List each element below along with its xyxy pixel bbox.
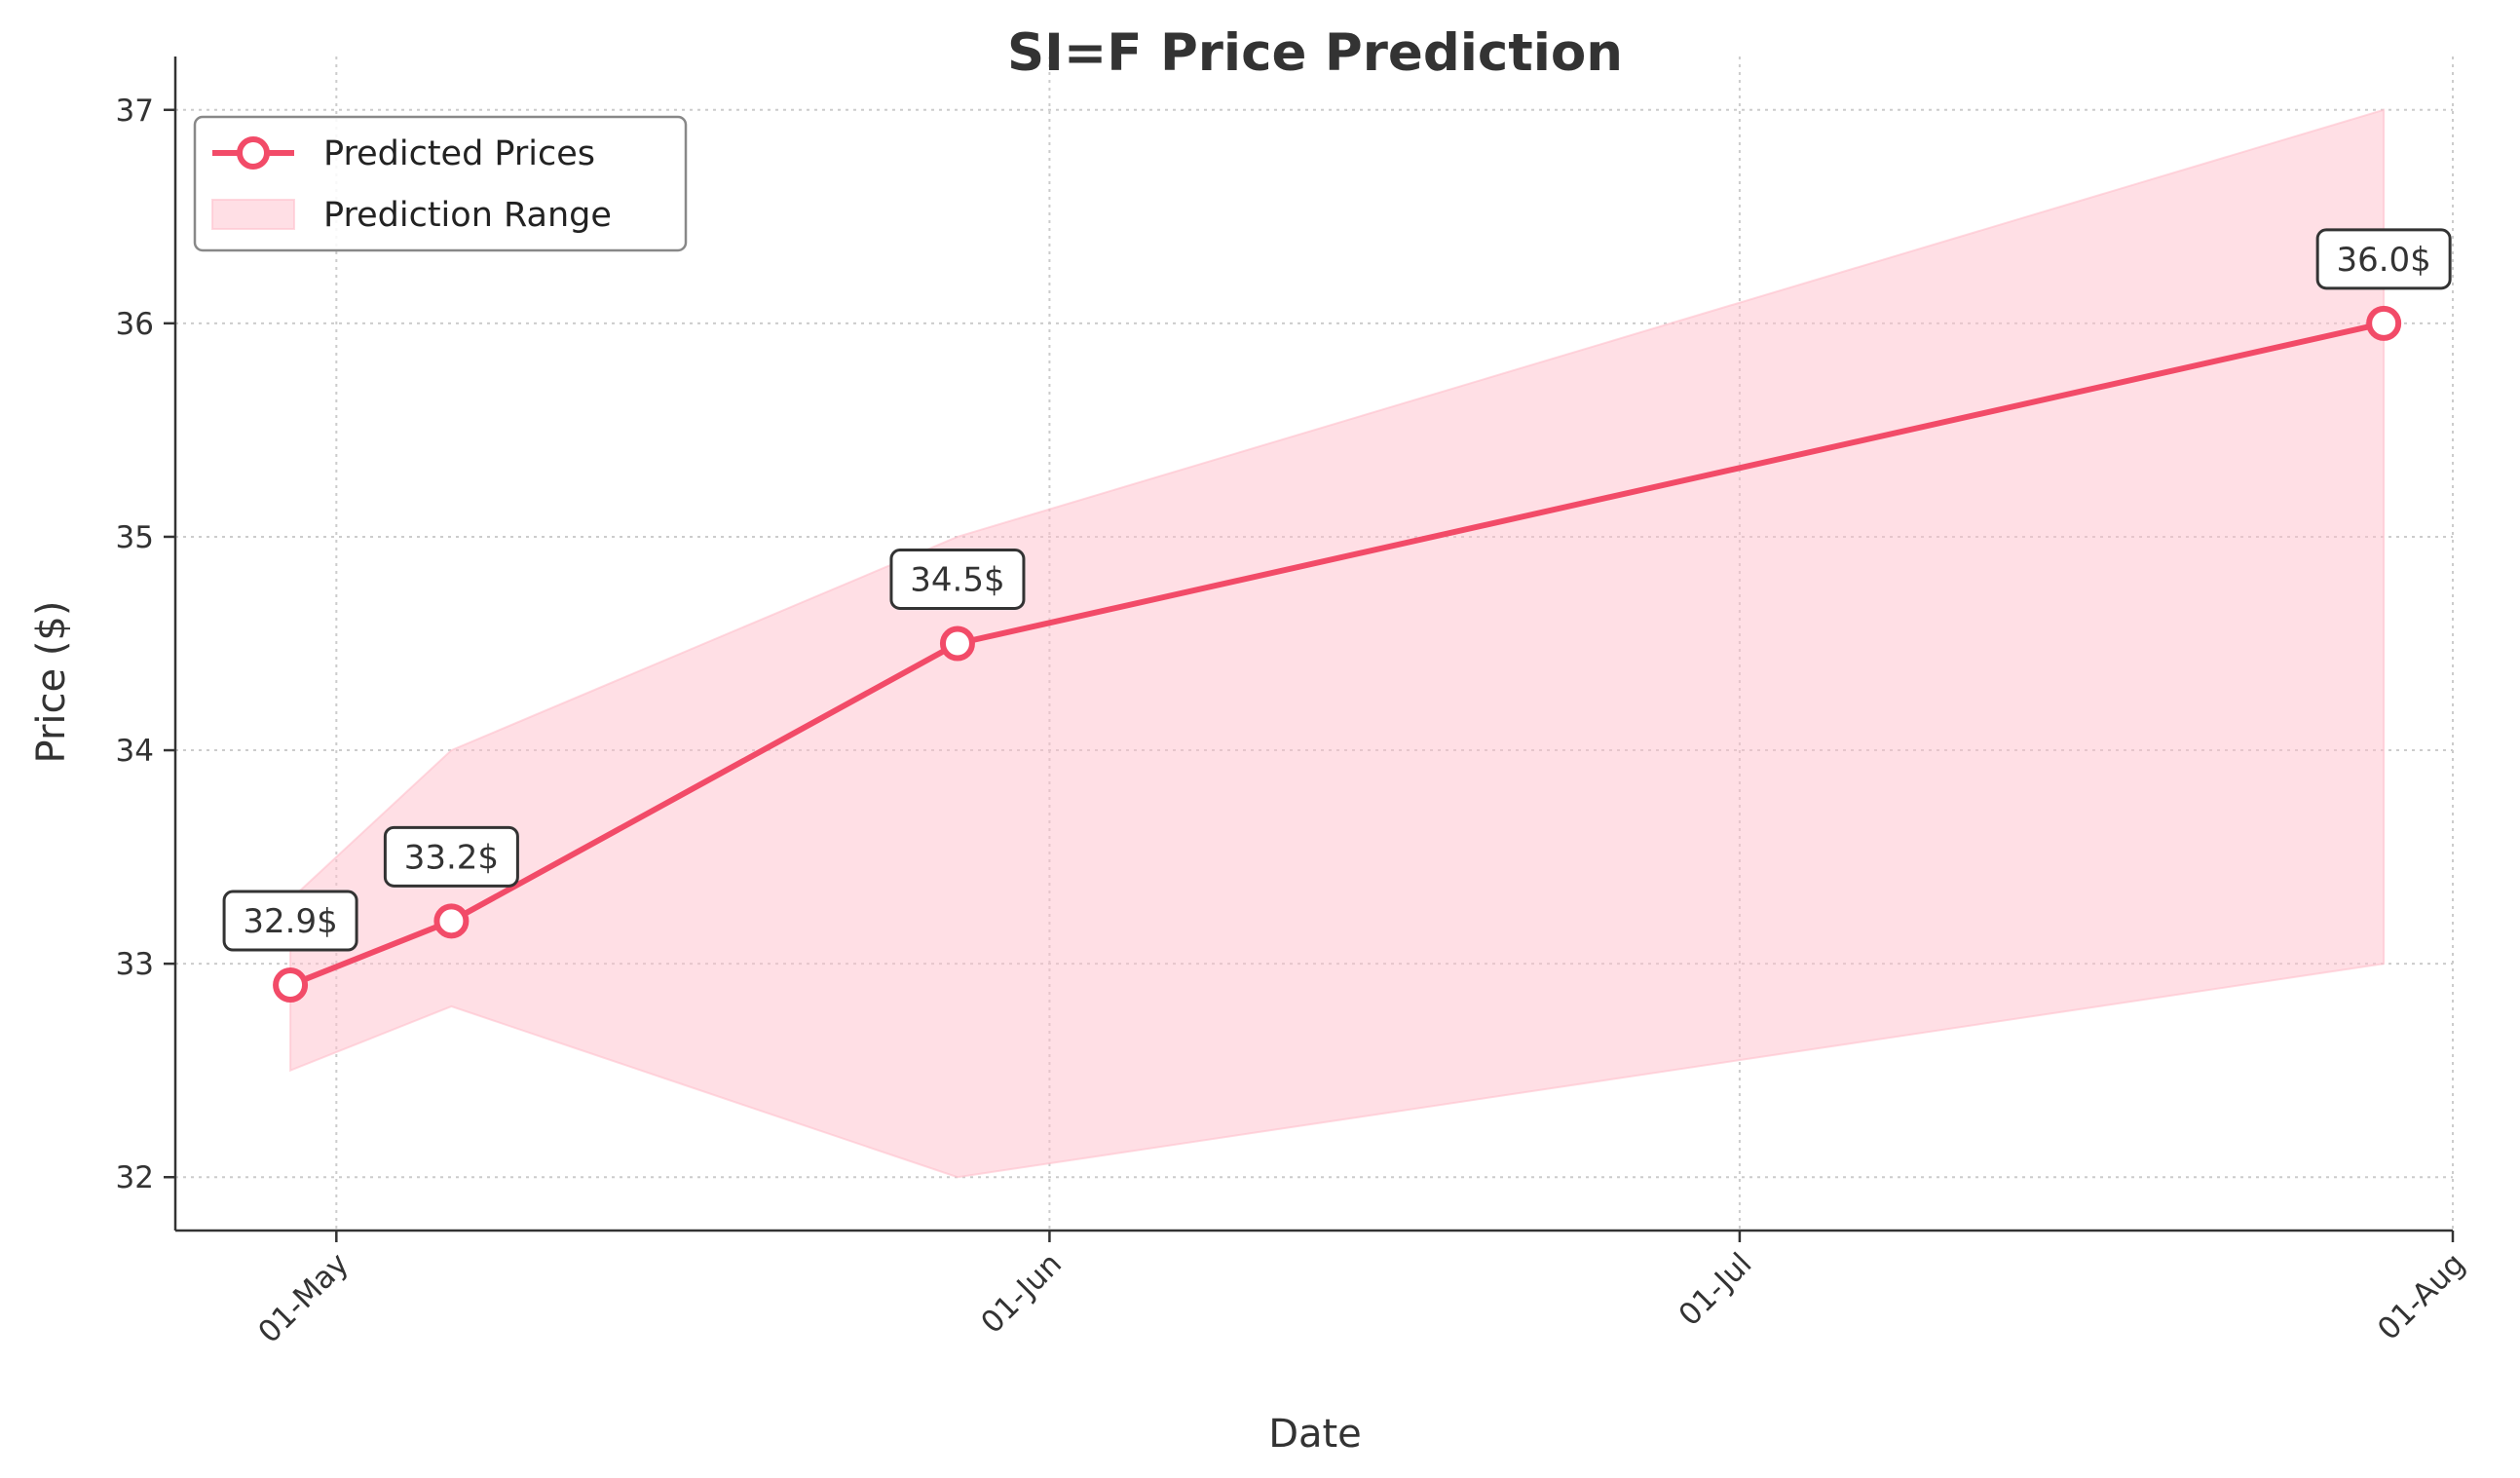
data-label: 34.5$ [910, 561, 1004, 600]
predicted-line-layer [273, 305, 2402, 1004]
y-tick-label: 34 [116, 734, 154, 769]
y-tick-label: 35 [116, 520, 154, 555]
data-label: 33.2$ [404, 838, 499, 877]
data-label-box [889, 549, 1026, 610]
x-axis-label: Date [1268, 1412, 1362, 1457]
data-label: 36.0$ [2336, 241, 2430, 280]
predicted-price-point [433, 903, 470, 939]
y-tick-label: 32 [116, 1160, 154, 1195]
y-tick-label: 36 [116, 307, 154, 342]
data-label-box [383, 825, 519, 888]
y-axis-label: Price ($) [29, 601, 74, 764]
legend-box [193, 115, 688, 252]
prediction-range-layer [289, 108, 2386, 1179]
legend-label-predicted: Predicted Prices [323, 134, 595, 173]
legend-range-swatch [211, 199, 295, 230]
annotation-layer: 32.9$ 33.2$ 34.5$ 36.0$ [222, 228, 2452, 952]
legend: Predicted Prices Prediction Range [193, 115, 688, 252]
predicted-price-point [939, 625, 975, 662]
y-tick-label: 37 [116, 94, 154, 129]
prediction-range-area [289, 108, 2386, 1179]
predicted-price-point [2366, 305, 2402, 341]
chart-title: SI=F Price Prediction [1007, 23, 1623, 83]
data-label: 32.9$ [243, 902, 337, 941]
legend-label-range: Prediction Range [323, 196, 612, 235]
y-tick-label: 33 [116, 947, 154, 982]
legend-marker-swatch [237, 136, 270, 170]
predicted-prices-line [288, 320, 2385, 988]
predicted-price-point [273, 967, 309, 1004]
data-label-box [222, 890, 358, 952]
data-label-box [2315, 228, 2452, 290]
